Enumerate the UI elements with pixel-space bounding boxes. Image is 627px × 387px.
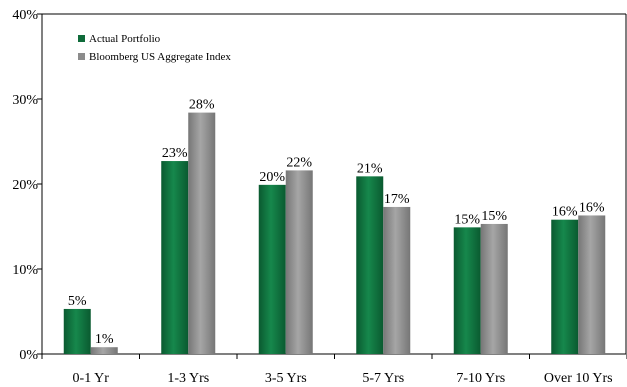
legend-label: Bloomberg US Aggregate Index [89,51,231,63]
data-label: 28% [189,98,215,113]
data-label: 20% [259,170,285,185]
bar-bloomberg-index [285,170,313,354]
legend-swatch [78,35,85,42]
data-label: 22% [286,155,312,170]
data-label: 5% [68,294,87,309]
data-label: 16% [579,200,605,215]
y-tick-label: 20% [12,178,38,193]
x-tick-label: 1-3 Yrs [167,371,209,386]
y-tick-label: 10% [12,263,38,278]
data-label: 1% [95,332,114,347]
bar-bloomberg-index [90,347,118,354]
y-tick-label: 40% [12,8,38,23]
bar-actual-portfolio [551,219,579,354]
x-tick-label: 7-10 Yrs [456,371,505,386]
bars [63,112,606,354]
data-label: 23% [162,146,188,161]
x-tick-label: Over 10 Yrs [544,371,613,386]
bar-actual-portfolio [453,227,481,354]
data-label: 15% [481,209,507,224]
data-labels: 5% 1% 23% 28% 20%22% 21% 17% 15% 15% 16% 16% [68,98,605,348]
bar-actual-portfolio [356,176,384,354]
bar-actual-portfolio [161,161,189,354]
bar-actual-portfolio [258,184,286,354]
x-tick-label: 5-7 Yrs [362,371,404,386]
legend: Actual Portfolio Bloomberg US Aggregate I… [78,33,231,63]
bar-actual-portfolio [63,308,91,354]
bar-bloomberg-index [383,206,411,354]
x-tick-label: 3-5 Yrs [265,371,307,386]
data-label: 21% [357,161,383,176]
legend-swatch [78,53,85,60]
data-label: 17% [384,192,410,207]
bar-bloomberg-index [578,215,606,354]
legend-label: Actual Portfolio [89,33,161,45]
data-label: 16% [552,205,578,220]
bar-bloomberg-index [480,223,508,354]
y-tick-label: 0% [19,348,38,363]
y-tick-label: 30% [12,93,38,108]
data-label: 15% [454,212,480,227]
x-tick-label: 0-1 Yr [73,371,110,386]
axes: 0% 10% 20% 30% 40% 0-1 Yr 1-3 Yrs 3-5 Yrs 5-7 Yr… [12,8,627,386]
bar-bloomberg-index [188,112,216,354]
